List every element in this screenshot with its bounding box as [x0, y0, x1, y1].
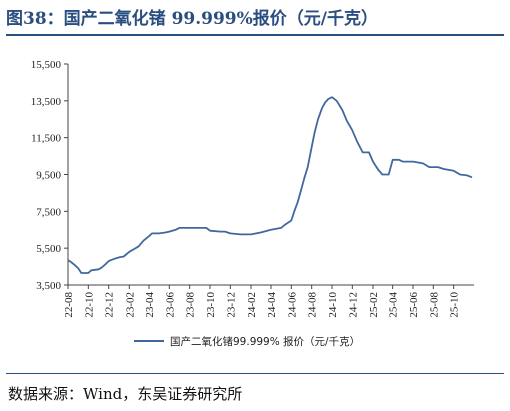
series-line: [67, 96, 473, 274]
x-tick-label: 24-10: [327, 292, 339, 318]
x-tick-label: 24-04: [266, 292, 278, 318]
y-tick-label: 5,500: [36, 243, 61, 255]
x-tick-label: 25-06: [408, 292, 420, 318]
y-tick-label: 13,500: [31, 96, 62, 108]
page-title: 图38：国产二氧化锗 99.999%报价（元/千克）: [6, 9, 378, 29]
x-tick-label: 24-06: [286, 292, 298, 318]
legend: 国产二氧化锗99.999% 报价（元/千克）: [134, 335, 360, 348]
footer-divider: [6, 373, 504, 374]
x-tick-label: 24-08: [307, 292, 319, 318]
y-tick-label: 9,500: [36, 170, 61, 182]
title-divider: [6, 34, 504, 36]
y-tick-label: 7,500: [36, 206, 61, 218]
x-tick-label: 25-10: [449, 292, 461, 318]
series-group: [67, 96, 473, 274]
x-tick-label: 23-10: [205, 292, 217, 318]
y-tick-label: 3,500: [36, 280, 61, 292]
x-tick-label: 25-08: [428, 292, 440, 318]
x-tick-label: 23-06: [164, 292, 176, 318]
x-tick-label: 25-02: [368, 292, 380, 318]
y-tick-label: 11,500: [31, 133, 61, 145]
y-tick-label: 15,500: [31, 59, 62, 71]
x-tick-label: 22-08: [63, 292, 75, 318]
legend-label: 国产二氧化锗99.999% 报价（元/千克）: [170, 335, 360, 348]
x-tick-label: 23-08: [185, 292, 197, 318]
x-tick-label: 22-10: [83, 292, 95, 318]
x-tick-label: 23-02: [124, 292, 136, 318]
x-tick-label: 23-12: [225, 292, 237, 318]
x-tick-label: 25-04: [388, 292, 400, 318]
x-axis: 22-08 22-10 22-12 23-02 23-04 23-06 23-08 23-10…: [63, 284, 474, 318]
x-tick-label: 24-02: [246, 292, 258, 318]
price-line-chart: 3,500 5,500 7,500 9,500 11,500 13,500 15,500 2…: [31, 59, 474, 348]
x-tick-label: 23-04: [144, 292, 156, 318]
data-source: 数据来源：Wind，东吴证券研究所: [8, 385, 243, 403]
x-tick-label: 24-12: [347, 292, 359, 318]
y-axis: 3,500 5,500 7,500 9,500 11,500 13,500 15,500: [31, 59, 69, 292]
x-tick-label: 22-12: [104, 292, 116, 318]
